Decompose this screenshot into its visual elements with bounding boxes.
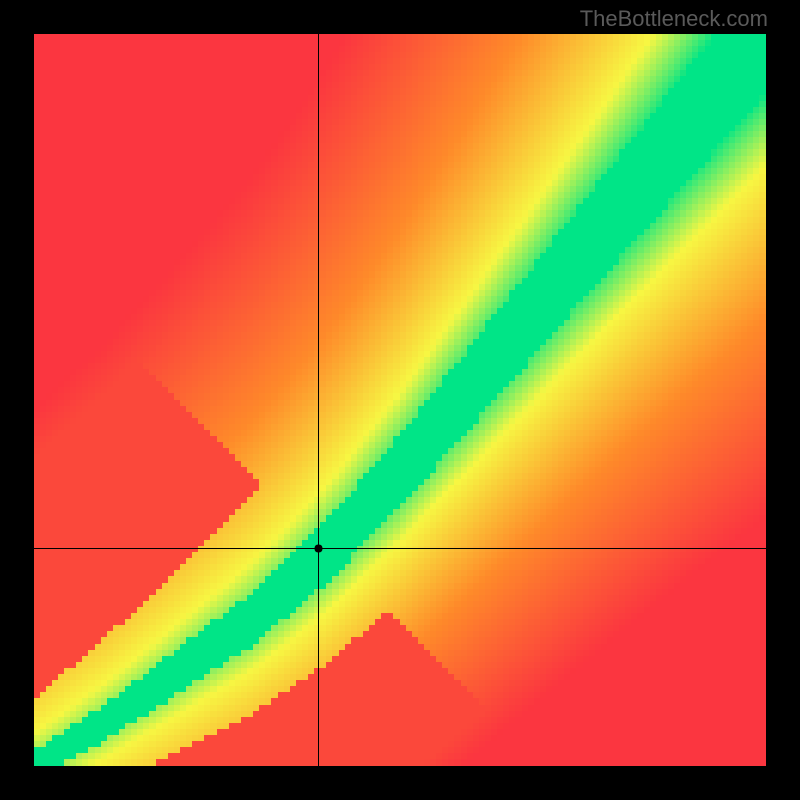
- chart-container: TheBottleneck.com: [0, 0, 800, 800]
- bottleneck-heatmap: [34, 34, 766, 766]
- watermark-text: TheBottleneck.com: [580, 6, 768, 32]
